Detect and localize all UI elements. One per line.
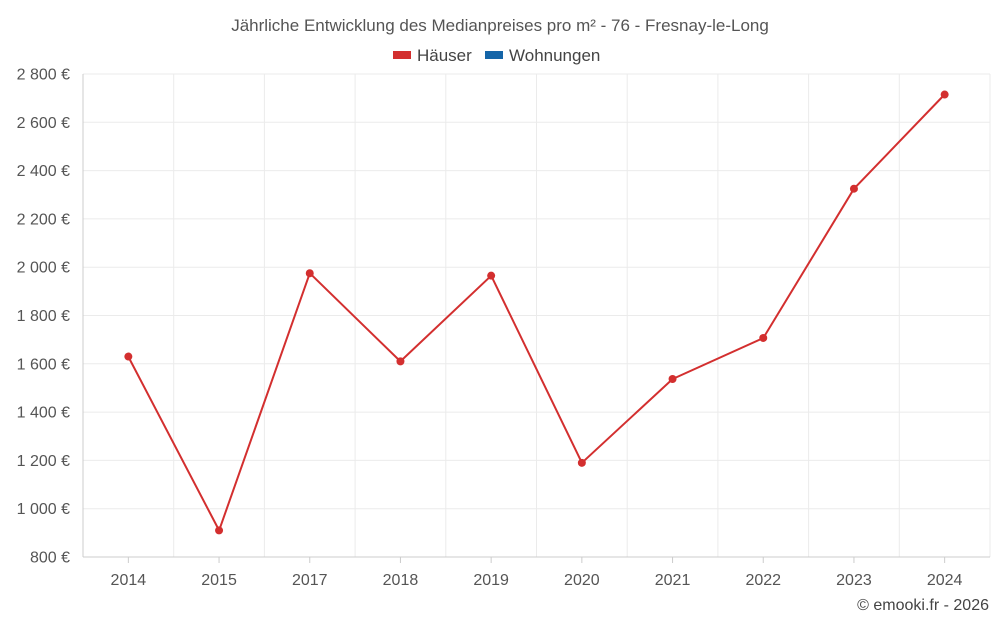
- legend-swatch: [393, 51, 411, 59]
- legend-label: Wohnungen: [509, 46, 600, 65]
- data-point: [759, 333, 768, 342]
- x-tick-label: 2018: [383, 572, 419, 589]
- credit-text: © emooki.fr - 2026: [857, 597, 989, 614]
- y-axis: 800 € 1 000 € 1 200 € 1 400 € 1 600 € 1 800 €…: [17, 67, 70, 567]
- y-tick-label: 800 €: [30, 550, 70, 567]
- y-tick-label: 2 200 €: [17, 211, 70, 228]
- x-tick-label: 2021: [655, 572, 691, 589]
- data-point: [849, 184, 858, 193]
- y-tick-label: 1 400 €: [17, 405, 70, 422]
- data-point: [305, 269, 314, 278]
- data-point: [124, 352, 133, 361]
- data-point: [668, 375, 677, 384]
- y-tick-label: 1 800 €: [17, 308, 70, 325]
- chart-title: Jährliche Entwicklung des Medianpreises …: [231, 16, 769, 35]
- x-tick-label: 2014: [111, 572, 147, 589]
- x-tick-label: 2017: [292, 572, 328, 589]
- legend: Häuser Wohnungen: [393, 46, 600, 65]
- x-tick-label: 2019: [473, 572, 509, 589]
- data-point: [215, 526, 224, 535]
- x-axis: 2014 2015 2017 2018 2019 2020 2021 2022 2023 2024: [111, 557, 963, 589]
- y-tick-label: 1 600 €: [17, 356, 70, 373]
- y-tick-label: 2 400 €: [17, 163, 70, 180]
- data-point: [396, 357, 405, 366]
- x-tick-label: 2023: [836, 572, 872, 589]
- legend-swatch: [485, 51, 503, 59]
- grid-lines: [82, 73, 991, 558]
- series-layer: [124, 90, 949, 535]
- x-tick-label: 2022: [745, 572, 781, 589]
- series-line-haeuser: [127, 93, 946, 532]
- x-tick-label: 2015: [201, 572, 237, 589]
- y-tick-label: 2 800 €: [17, 67, 70, 84]
- y-tick-label: 2 000 €: [17, 260, 70, 277]
- data-point: [940, 90, 949, 99]
- legend-label: Häuser: [417, 46, 472, 65]
- y-tick-label: 1 000 €: [17, 501, 70, 518]
- x-tick-label: 2024: [927, 572, 963, 589]
- x-tick-label: 2020: [564, 572, 600, 589]
- y-tick-label: 1 200 €: [17, 453, 70, 470]
- data-point: [577, 458, 586, 467]
- data-point: [487, 271, 496, 280]
- y-tick-label: 2 600 €: [17, 115, 70, 132]
